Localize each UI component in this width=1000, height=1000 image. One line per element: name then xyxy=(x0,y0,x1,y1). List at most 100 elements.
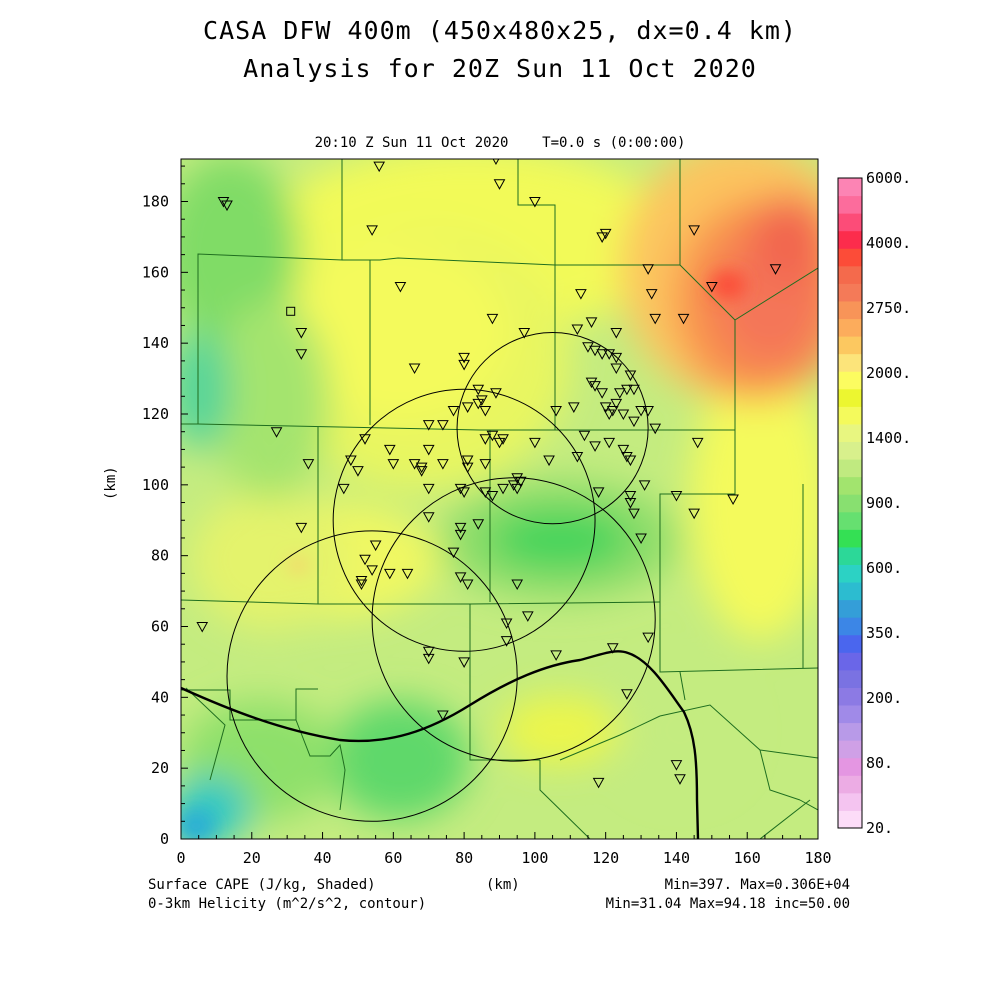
colorbar-label: 200. xyxy=(866,689,902,707)
station-marker xyxy=(493,179,506,190)
station-marker xyxy=(472,519,485,530)
station-marker xyxy=(383,444,396,456)
station-marker xyxy=(670,490,683,502)
colorbar-swatch xyxy=(838,494,862,513)
station-marker xyxy=(359,434,371,445)
colorbar-label: 4000. xyxy=(866,234,911,252)
x-tick-label: 60 xyxy=(384,849,402,867)
station-marker xyxy=(422,483,435,495)
station-marker xyxy=(369,540,382,552)
station-marker xyxy=(437,710,449,722)
x-tick-label: 20 xyxy=(243,849,261,867)
station-marker xyxy=(461,579,474,591)
x-tick-label: 140 xyxy=(663,849,690,867)
colorbar-swatch xyxy=(838,318,862,337)
x-tick-label: 80 xyxy=(455,849,473,867)
x-tick-label: 0 xyxy=(176,849,185,867)
colorbar-swatch xyxy=(838,406,862,425)
colorbar-label: 1400. xyxy=(866,429,911,447)
station-marker xyxy=(497,483,509,495)
colorbar-label: 20. xyxy=(866,819,893,837)
colorbar xyxy=(837,177,863,829)
contour-field-caption: 0-3km Helicity (m^2/s^2, contour) xyxy=(148,896,427,912)
shaded-field-caption: Surface CAPE (J/kg, Shaded) xyxy=(148,877,376,893)
y-axis-ticks: 0 20 40 60 80 100 120 140 160 180 xyxy=(142,165,188,848)
station-marker xyxy=(642,632,654,644)
station-marker xyxy=(458,657,470,668)
colorbar-label: 2000. xyxy=(866,364,911,382)
colorbar-swatch xyxy=(838,722,862,741)
station-marker xyxy=(642,264,654,275)
station-marker xyxy=(649,313,662,325)
station-marker xyxy=(461,402,474,413)
station-marker xyxy=(221,200,233,212)
station-marker xyxy=(461,462,474,474)
station-marker xyxy=(596,349,608,360)
station-marker xyxy=(422,646,435,658)
station-marker xyxy=(635,533,647,544)
colorbar-swatch xyxy=(838,371,862,390)
station-marker xyxy=(688,508,700,520)
colorbar-swatch xyxy=(838,441,862,460)
y-tick-label: 180 xyxy=(142,193,169,211)
station-marker xyxy=(628,508,640,520)
y-axis-label: (km) xyxy=(103,466,119,500)
station-marker xyxy=(475,395,488,406)
station-marker xyxy=(302,459,315,470)
station-marker xyxy=(645,289,658,300)
colorbar-swatch xyxy=(838,810,862,829)
station-marker xyxy=(359,554,371,566)
y-tick-label: 140 xyxy=(142,334,169,352)
station-marker xyxy=(610,352,623,364)
station-marker xyxy=(493,437,506,449)
station-marker xyxy=(461,455,474,467)
x-axis-ticks: 0 20 40 60 80 100 120 140 160 180 xyxy=(176,832,832,867)
station-marker xyxy=(617,409,630,421)
station-marker xyxy=(638,480,651,491)
colorbar-label: 350. xyxy=(866,624,902,642)
colorbar-swatch xyxy=(838,546,862,565)
station-marker xyxy=(635,405,647,417)
station-marker xyxy=(610,328,623,339)
station-marker xyxy=(567,402,580,413)
station-marker xyxy=(543,455,555,467)
colorbar-swatch xyxy=(838,283,862,302)
station-marker xyxy=(270,427,283,438)
station-marker xyxy=(366,225,378,236)
x-tick-label: 160 xyxy=(734,849,761,867)
station-marker xyxy=(596,388,608,399)
station-marker xyxy=(606,643,619,654)
station-marker xyxy=(355,579,368,591)
station-marker xyxy=(688,225,700,236)
station-marker xyxy=(592,487,605,498)
colorbar-swatch xyxy=(838,705,862,724)
station-marker xyxy=(589,441,601,452)
station-marker xyxy=(422,653,435,665)
y-tick-label: 120 xyxy=(142,405,169,423)
y-tick-label: 100 xyxy=(142,476,169,494)
colorbar-swatch xyxy=(838,388,862,407)
station-marker xyxy=(705,282,718,293)
station-markers xyxy=(196,159,782,789)
station-marker xyxy=(387,459,400,470)
station-marker xyxy=(394,282,407,293)
station-marker xyxy=(571,324,584,336)
colorbar-label: 900. xyxy=(866,494,902,512)
station-marker xyxy=(521,611,534,622)
station-marker xyxy=(585,377,598,389)
station-marker xyxy=(624,370,637,382)
station-marker xyxy=(621,689,633,700)
colorbar-swatch xyxy=(838,582,862,601)
radar-range-rings xyxy=(226,332,656,822)
y-tick-label: 160 xyxy=(142,263,169,281)
colorbar-swatch xyxy=(838,792,862,811)
station-marker xyxy=(458,359,470,371)
station-marker xyxy=(642,405,654,417)
station-marker xyxy=(624,455,637,467)
station-marker xyxy=(454,572,467,583)
y-tick-label: 60 xyxy=(151,618,169,636)
station-marker xyxy=(447,405,460,417)
colorbar-swatch xyxy=(838,213,862,232)
station-marker xyxy=(603,437,616,449)
